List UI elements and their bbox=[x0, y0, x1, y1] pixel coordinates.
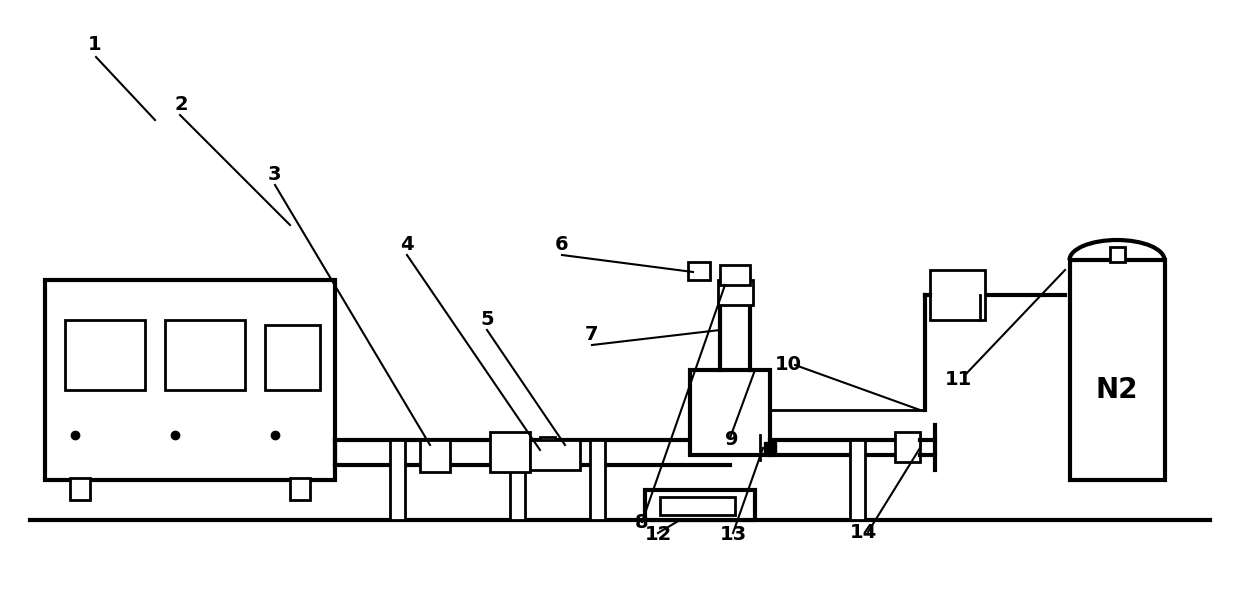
Bar bbox=[290, 478, 310, 500]
Bar bbox=[849, 440, 866, 520]
Bar bbox=[590, 440, 605, 520]
Text: 13: 13 bbox=[720, 525, 748, 544]
Bar bbox=[45, 280, 335, 480]
Text: 9: 9 bbox=[725, 430, 739, 449]
Bar bbox=[420, 440, 450, 472]
Bar bbox=[718, 280, 753, 305]
Text: 12: 12 bbox=[645, 525, 672, 544]
Text: 1: 1 bbox=[88, 35, 102, 54]
Bar bbox=[510, 440, 525, 520]
Text: N2: N2 bbox=[1096, 376, 1138, 404]
Text: 10: 10 bbox=[775, 355, 802, 374]
Bar bbox=[895, 432, 920, 462]
Bar bbox=[660, 497, 735, 515]
Bar bbox=[930, 270, 985, 320]
Bar bbox=[1070, 260, 1166, 480]
Bar bbox=[64, 320, 145, 390]
Bar bbox=[69, 478, 91, 500]
Text: 5: 5 bbox=[480, 310, 494, 329]
Bar bbox=[689, 370, 770, 455]
Text: 8: 8 bbox=[635, 513, 649, 532]
Bar bbox=[265, 325, 320, 390]
Bar bbox=[1110, 247, 1125, 262]
Bar bbox=[539, 437, 556, 467]
Bar bbox=[391, 440, 405, 520]
Bar bbox=[165, 320, 246, 390]
Text: 6: 6 bbox=[556, 235, 569, 254]
Bar bbox=[529, 440, 580, 470]
Text: 11: 11 bbox=[945, 370, 972, 389]
Text: 4: 4 bbox=[401, 235, 414, 254]
Bar bbox=[688, 262, 711, 280]
Bar bbox=[645, 490, 755, 520]
Text: 3: 3 bbox=[268, 165, 281, 184]
Text: 7: 7 bbox=[585, 325, 599, 344]
Text: 2: 2 bbox=[175, 95, 188, 114]
Bar bbox=[720, 265, 750, 285]
Text: 14: 14 bbox=[849, 523, 877, 542]
Bar bbox=[490, 432, 529, 472]
